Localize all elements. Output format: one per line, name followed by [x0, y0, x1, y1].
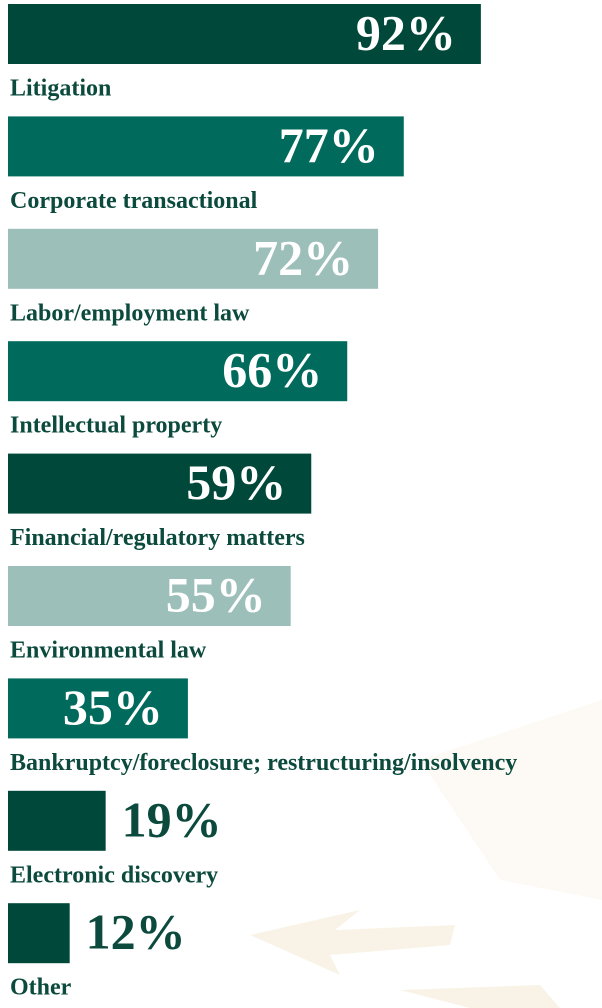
value-label: 92% [356, 4, 456, 60]
category-label: Other [10, 975, 72, 1001]
bar [8, 790, 106, 851]
bar [8, 4, 481, 64]
value-label: 77% [279, 117, 379, 173]
category-label: Bankruptcy/foreclosure; restructuring/in… [10, 750, 517, 776]
value-label: 19% [122, 791, 222, 847]
bar [8, 341, 348, 402]
category-label: Environmental law [10, 638, 207, 664]
bar [8, 453, 312, 514]
category-label: Electronic discovery [10, 862, 218, 888]
arrow-decoration [400, 985, 560, 1008]
category-label: Corporate transactional [10, 188, 258, 214]
value-label: 59% [186, 454, 286, 510]
category-label: Intellectual property [10, 413, 222, 439]
category-label: Financial/regulatory matters [10, 525, 305, 551]
value-label: 35% [63, 679, 163, 735]
arrow-decoration [250, 910, 455, 975]
category-label: Litigation [10, 76, 111, 102]
category-label: Labor/employment law [10, 300, 250, 326]
value-label: 72% [253, 229, 353, 285]
bar [8, 116, 404, 177]
value-label: 12% [86, 904, 186, 960]
value-label: 66% [222, 342, 322, 398]
background-decoration [250, 700, 602, 1008]
bar [8, 678, 188, 739]
value-label: 55% [166, 566, 266, 622]
arrow-decoration [420, 700, 602, 900]
bar [8, 903, 70, 964]
bar [8, 566, 291, 626]
bar [8, 228, 379, 289]
